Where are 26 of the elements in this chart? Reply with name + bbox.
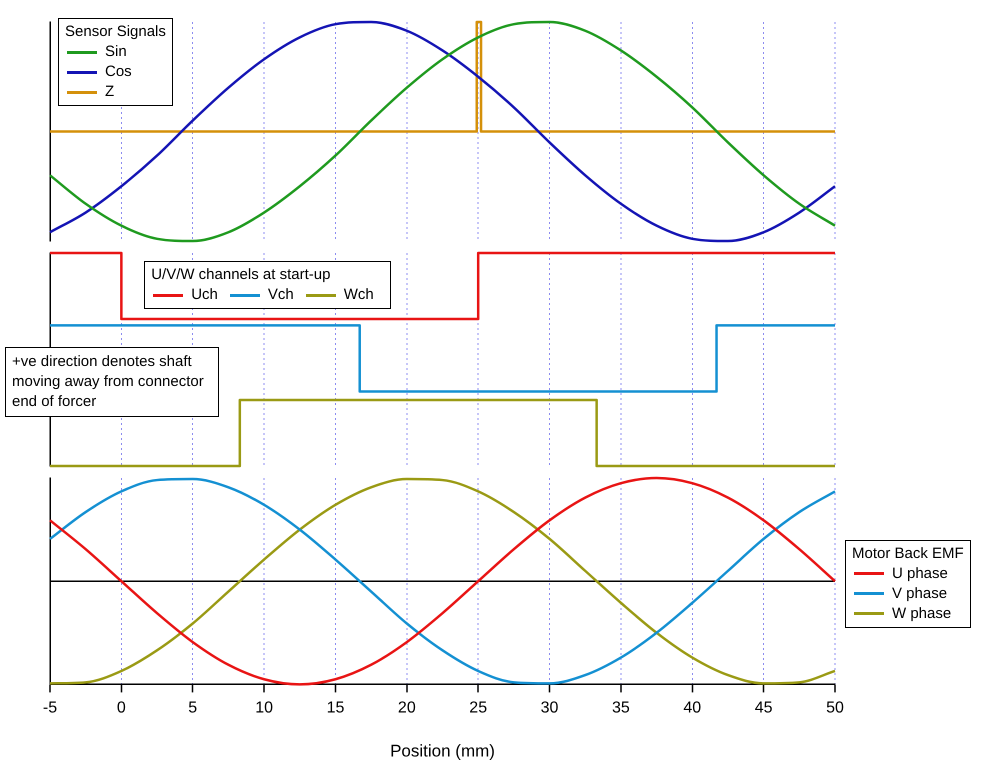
x-tick-label: 5 [188,699,198,716]
legend-label: Cos [104,62,133,82]
x-tick-label: 45 [754,699,773,716]
legend-title: Sensor Signals [65,22,166,42]
x-tick-label: 40 [683,699,702,716]
legend-label: Uch [190,285,218,305]
x-axis-title: Position (mm) [390,741,495,760]
legend-title: U/V/W channels at start-up [151,265,332,285]
x-tick-label: 35 [612,699,630,716]
x-tick-label: 20 [398,699,416,716]
legend-label: Sin [104,42,128,62]
x-tick-label: 0 [116,699,126,716]
legend-label: U phase [891,564,949,584]
legend-label: Vch [266,285,294,305]
x-tick-label: 15 [326,699,344,716]
legend-label: V phase [891,584,948,604]
annotation: +ve direction denotes shaft moving away from connector end of forcer [5,346,219,417]
x-tick-label: 25 [469,699,488,716]
legend-label: Wch [342,285,374,305]
legend-label: Z [104,82,116,102]
x-tick-label: 30 [540,699,559,716]
x-tick-label: 10 [255,699,274,716]
x-tick-label: -5 [42,699,58,716]
legend-title: Motor Back EMF [852,544,964,564]
legend-label: W phase [891,604,952,624]
x-tick-label: 50 [826,699,844,716]
